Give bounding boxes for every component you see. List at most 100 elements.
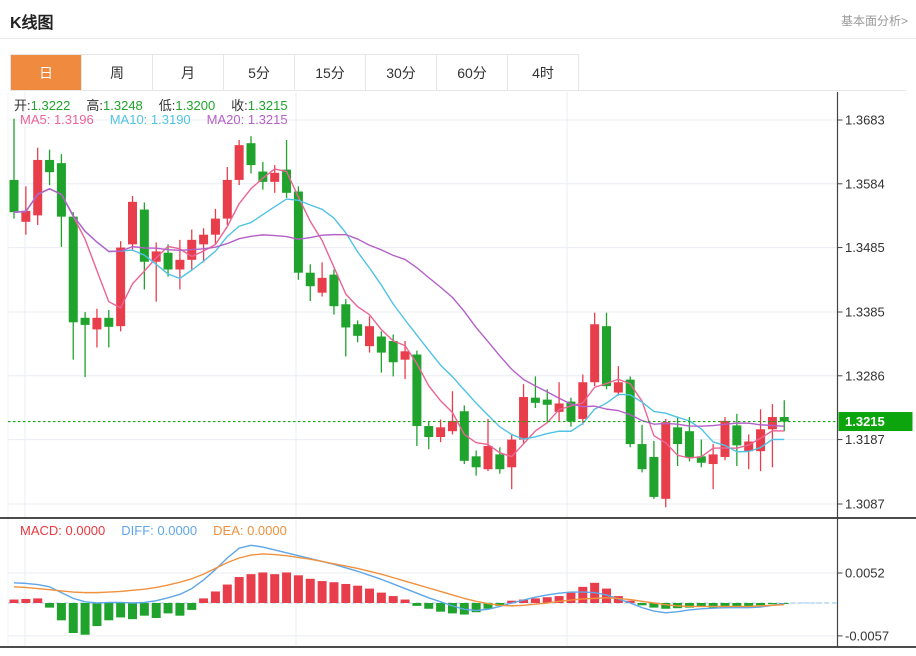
macd-bar xyxy=(222,584,232,603)
candle-body xyxy=(80,317,90,325)
tab-15min[interactable]: 15分 xyxy=(295,55,366,91)
macd-bar xyxy=(708,603,718,608)
macd-bar xyxy=(139,603,149,616)
macd-bar xyxy=(128,603,137,620)
header-divider xyxy=(0,38,916,39)
macd-bar xyxy=(33,598,43,603)
macd-bar xyxy=(234,577,244,603)
candlestick-series xyxy=(9,118,789,508)
diff-readout: DIFF: 0.0000 xyxy=(121,523,198,538)
tab-week[interactable]: 周 xyxy=(82,55,153,91)
tab-4hour[interactable]: 4时 xyxy=(508,55,579,91)
macd-bar xyxy=(45,603,55,608)
grid-lines xyxy=(7,92,838,646)
macd-bar xyxy=(68,603,78,633)
macd-bar xyxy=(720,603,730,609)
ma20-line xyxy=(13,188,785,428)
macd-axis-label: 0.0052 xyxy=(845,566,885,581)
current-price-badge: 1.3215 xyxy=(838,412,913,432)
candle-body xyxy=(767,417,777,430)
macd-bar xyxy=(9,599,19,603)
candle-body xyxy=(637,444,647,470)
macd-axis-label: -0.0057 xyxy=(845,628,889,643)
ma5-line xyxy=(13,168,785,459)
ohlc-high: 高:1.3248 xyxy=(86,98,143,113)
macd-bar xyxy=(412,603,422,606)
candle-body xyxy=(483,446,493,470)
tab-60min[interactable]: 60分 xyxy=(437,55,508,91)
candle-body xyxy=(602,326,611,387)
price-axis-label: 1.3385 xyxy=(845,305,885,320)
candle-body xyxy=(566,401,576,422)
candle-body xyxy=(282,169,292,193)
candle-body xyxy=(210,218,220,235)
dea-line xyxy=(13,553,785,608)
macd-bar xyxy=(317,581,327,603)
candle-body xyxy=(756,429,766,452)
candle-body xyxy=(258,171,268,182)
macd-bar xyxy=(744,603,754,607)
macd-bar xyxy=(756,603,766,606)
macd-bar xyxy=(471,603,481,613)
tab-30min[interactable]: 30分 xyxy=(366,55,437,91)
macd-bar xyxy=(388,596,398,603)
price-axis-label: 1.3286 xyxy=(845,368,885,383)
macd-bar xyxy=(649,603,659,608)
candle-body xyxy=(684,431,694,458)
candle-body xyxy=(471,456,481,468)
candle-body xyxy=(21,210,31,222)
candle-body xyxy=(128,201,137,245)
candle-body xyxy=(696,456,706,463)
candle-body xyxy=(744,441,754,452)
candle-body xyxy=(720,420,730,457)
candle-body xyxy=(151,251,161,262)
tab-month[interactable]: 月 xyxy=(153,55,224,91)
candle-body xyxy=(613,382,623,393)
candle-body xyxy=(293,191,303,273)
ohlc-close: 收:1.3215 xyxy=(231,98,288,113)
macd-bar xyxy=(92,603,102,627)
candle-body xyxy=(412,354,422,427)
macd-bar xyxy=(661,603,671,609)
macd-bar xyxy=(341,583,351,603)
candle-body xyxy=(365,326,374,347)
candle-body xyxy=(68,216,78,323)
macd-bar xyxy=(282,572,292,603)
fundamental-analysis-link[interactable]: 基本面分析> xyxy=(840,14,908,28)
candle-body xyxy=(163,252,173,270)
candle-body xyxy=(424,426,434,437)
macd-bar xyxy=(305,578,315,603)
macd-bar xyxy=(293,575,303,603)
macd-bar xyxy=(104,603,114,621)
macd-bar xyxy=(258,572,268,603)
macd-bar xyxy=(483,603,493,609)
macd-histogram xyxy=(9,572,789,635)
candle-body xyxy=(175,259,185,270)
ma-readout-row: MA5: 1.3196 MA10: 1.3190 MA20: 1.3215 xyxy=(20,112,304,127)
candle-body xyxy=(376,336,386,353)
macd-bar xyxy=(530,598,540,603)
tab-5min[interactable]: 5分 xyxy=(224,55,295,91)
candle-body xyxy=(234,145,244,180)
tab-day[interactable]: 日 xyxy=(11,55,82,91)
candle-body xyxy=(436,427,446,437)
candle-body xyxy=(554,403,564,412)
price-axis-label: 1.3584 xyxy=(845,176,885,191)
macd-bar xyxy=(376,592,386,603)
candle-body xyxy=(400,351,410,360)
candle-body xyxy=(33,159,43,216)
macd-bar xyxy=(779,603,789,604)
candle-body xyxy=(519,397,529,440)
price-axis: 1.3683 1.3584 1.3485 1.3385 1.3286 1.3187 1.30… xyxy=(837,113,889,643)
candle-body xyxy=(625,379,635,445)
ma5-readout: MA5: 1.3196 xyxy=(20,112,94,127)
macd-bar xyxy=(210,591,220,603)
ma20-readout: MA20: 1.3215 xyxy=(206,112,288,127)
candle-body xyxy=(92,317,102,330)
ma10-readout: MA10: 1.3190 xyxy=(109,112,191,127)
macd-bar xyxy=(163,603,173,614)
macd-bar xyxy=(175,603,185,616)
candle-body xyxy=(507,439,517,468)
macd-bar xyxy=(602,588,611,603)
